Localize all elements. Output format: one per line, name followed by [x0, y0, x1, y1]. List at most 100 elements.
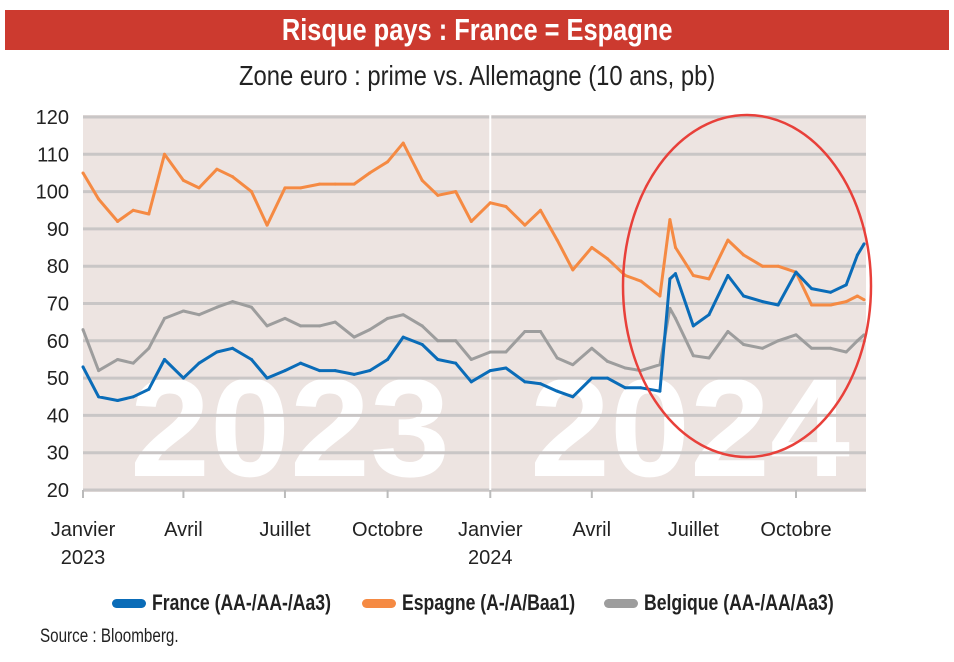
data-point — [401, 141, 405, 145]
data-point — [504, 205, 508, 209]
x-tick-label: Octobre — [352, 519, 423, 541]
data-point — [352, 372, 356, 376]
data-point — [368, 369, 372, 373]
y-tick-label: 110 — [37, 144, 69, 166]
highlight-ellipse — [621, 113, 873, 459]
data-point — [691, 354, 695, 358]
data-point — [844, 283, 848, 287]
data-point — [742, 343, 746, 347]
data-point — [623, 386, 627, 390]
data-point — [215, 305, 219, 309]
data-point — [605, 376, 609, 380]
data-point — [116, 357, 120, 361]
data-point — [333, 182, 337, 186]
legend-item-belgique: Belgique (AA-/AA/Aa3) — [604, 590, 841, 616]
data-point — [249, 357, 253, 361]
data-point — [555, 238, 559, 242]
x-tick-label-year: 2023 — [61, 547, 106, 569]
data-point — [436, 193, 440, 197]
y-tick-label: 20 — [47, 480, 69, 502]
data-point — [231, 346, 235, 350]
data-point — [81, 365, 85, 369]
data-point — [283, 316, 287, 320]
data-point — [231, 175, 235, 179]
data-point — [333, 369, 337, 373]
data-point — [116, 219, 120, 223]
data-point — [862, 298, 866, 302]
data-point — [538, 208, 542, 212]
data-point — [283, 369, 287, 373]
data-point — [81, 328, 85, 332]
data-point — [386, 316, 390, 320]
data-point — [555, 356, 559, 360]
data-point — [605, 257, 609, 261]
data-point — [673, 272, 677, 276]
watermark-year: 2023 — [130, 349, 450, 506]
data-point — [420, 343, 424, 347]
legend-swatch-espagne — [362, 598, 397, 608]
data-point — [571, 268, 575, 272]
data-point — [299, 324, 303, 328]
data-point — [742, 253, 746, 257]
data-point — [436, 357, 440, 361]
data-point — [855, 253, 859, 257]
data-point — [131, 208, 135, 212]
data-point — [265, 324, 269, 328]
data-point — [488, 201, 492, 205]
data-point — [810, 303, 814, 307]
legend-label-espagne: Espagne (A-/A/Baa1) — [402, 590, 576, 615]
data-point — [776, 303, 780, 307]
data-point — [590, 246, 594, 250]
data-point — [855, 339, 859, 343]
data-point — [162, 316, 166, 320]
chart-subtitle: Zone euro : prime vs. Allemagne (10 ans,… — [238, 60, 716, 91]
legend-item-espagne: Espagne (A-/A/Baa1) — [362, 590, 578, 616]
data-point — [131, 395, 135, 399]
data-point — [658, 389, 662, 393]
data-point — [691, 274, 695, 278]
data-point — [844, 300, 848, 304]
data-point — [590, 346, 594, 350]
data-point — [707, 277, 711, 281]
data-point — [742, 294, 746, 298]
data-point — [523, 380, 527, 384]
data-point — [639, 386, 643, 390]
data-point — [761, 346, 765, 350]
source-note: Source : Bloomberg. — [40, 626, 213, 648]
data-point — [401, 313, 405, 317]
legend-label-france: France (AA-/AA-/Aa3) — [152, 590, 332, 615]
data-point — [265, 376, 269, 380]
data-point — [116, 398, 120, 402]
data-point — [197, 361, 201, 365]
data-point — [523, 329, 527, 333]
x-tick-label: Avril — [164, 519, 203, 541]
data-point — [231, 300, 235, 304]
data-point — [454, 339, 458, 343]
x-tick-label: Juillet — [259, 519, 311, 541]
y-tick-label: 100 — [36, 182, 69, 204]
data-point — [761, 264, 765, 268]
data-point — [318, 182, 322, 186]
data-point — [469, 357, 473, 361]
data-point — [538, 329, 542, 333]
data-point — [862, 242, 866, 246]
y-tick-label: 80 — [47, 256, 69, 278]
data-point — [333, 320, 337, 324]
data-point — [810, 346, 814, 350]
data-point — [299, 361, 303, 365]
data-point — [504, 350, 508, 354]
data-point — [855, 294, 859, 298]
data-point — [197, 313, 201, 317]
data-point — [571, 395, 575, 399]
x-tick-label-year: 2024 — [468, 547, 513, 569]
data-point — [829, 303, 833, 307]
data-point — [147, 387, 151, 391]
data-point — [181, 178, 185, 182]
data-point — [726, 274, 730, 278]
data-point — [386, 160, 390, 164]
data-point — [726, 238, 730, 242]
data-point — [97, 369, 101, 373]
data-point — [181, 309, 185, 313]
data-point — [776, 264, 780, 268]
data-point — [844, 350, 848, 354]
